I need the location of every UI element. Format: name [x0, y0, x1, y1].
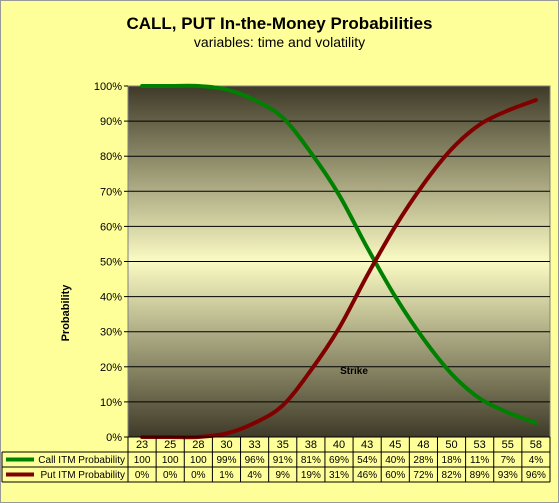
x-tick-label: 50 [445, 439, 457, 451]
x-tick-label: 45 [389, 439, 401, 451]
x-tick-label: 58 [530, 439, 542, 451]
chart-subtitle: variables: time and volatility [193, 34, 366, 50]
data-point [394, 296, 396, 298]
y-tick-label: 70% [100, 186, 122, 198]
strike-annotation: Strike [340, 366, 368, 377]
data-label: 69% [329, 455, 349, 466]
data-label: 100 [190, 455, 207, 466]
data-label: 93% [498, 470, 518, 481]
data-label: 96% [526, 470, 546, 481]
data-label: 0% [163, 470, 178, 481]
data-point [366, 246, 368, 248]
data-label: 31% [329, 470, 349, 481]
data-label: 54% [357, 455, 377, 466]
data-label: 40% [385, 455, 405, 466]
data-point [310, 369, 312, 371]
data-label: 28% [413, 455, 433, 466]
data-label: 100 [162, 455, 179, 466]
data-point [254, 422, 256, 424]
y-tick-label: 10% [100, 397, 122, 409]
data-label: 7% [501, 455, 516, 466]
data-point [479, 397, 481, 399]
data-label: 0% [135, 470, 150, 481]
data-point [282, 117, 284, 119]
data-point [535, 99, 537, 101]
x-tick-label: 38 [305, 439, 317, 451]
x-tick-label: 40 [333, 439, 345, 451]
x-tick-label: 30 [220, 439, 232, 451]
data-label: 99% [216, 455, 236, 466]
data-label: 91% [273, 455, 293, 466]
chart-title: CALL, PUT In-the-Money Probabilities [126, 14, 433, 33]
data-label: 11% [470, 455, 489, 466]
data-label: 100 [134, 455, 151, 466]
data-point [225, 432, 227, 434]
data-label: 1% [219, 470, 234, 481]
x-tick-label: 28 [192, 439, 204, 451]
data-label: 9% [276, 470, 291, 481]
data-point [479, 124, 481, 126]
y-tick-label: 20% [100, 362, 122, 374]
data-point [451, 148, 453, 150]
data-point [507, 411, 509, 413]
x-tick-label: 53 [474, 439, 486, 451]
y-tick-label: 40% [100, 292, 122, 304]
data-label: 4% [529, 455, 544, 466]
legend-label: Call ITM Probability [38, 455, 125, 466]
x-tick-label: 48 [417, 439, 429, 451]
y-tick-label: 100% [94, 81, 122, 93]
data-label: 81% [301, 455, 321, 466]
legend-label: Put ITM Probability [41, 470, 125, 481]
data-label: 96% [245, 455, 265, 466]
data-point [422, 338, 424, 340]
data-point [338, 194, 340, 196]
data-point [338, 327, 340, 329]
data-label: 0% [191, 470, 206, 481]
data-label: 18% [442, 455, 462, 466]
x-tick-label: 33 [248, 439, 260, 451]
data-point [225, 89, 227, 91]
data-point [197, 85, 199, 87]
data-point [282, 404, 284, 406]
data-point [535, 422, 537, 424]
y-tick-label: 0% [106, 432, 122, 444]
y-tick-label: 60% [100, 221, 122, 233]
data-point [141, 85, 143, 87]
data-label: 89% [470, 470, 490, 481]
data-point [422, 183, 424, 185]
y-tick-label: 30% [100, 327, 122, 339]
data-point [451, 373, 453, 375]
y-tick-label: 50% [100, 257, 122, 269]
data-label: 82% [442, 470, 462, 481]
data-point [366, 275, 368, 277]
x-tick-label: 35 [277, 439, 289, 451]
x-tick-label: 25 [164, 439, 176, 451]
x-tick-label: 23 [136, 439, 148, 451]
data-label: 72% [413, 470, 433, 481]
data-point [169, 85, 171, 87]
data-point [254, 99, 256, 101]
data-label: 4% [247, 470, 262, 481]
y-tick-label: 90% [100, 116, 122, 128]
data-point [310, 152, 312, 154]
y-tick-label: 80% [100, 151, 122, 163]
data-label: 46% [357, 470, 377, 481]
data-point [394, 225, 396, 227]
data-point [507, 110, 509, 112]
data-label: 19% [301, 470, 321, 481]
data-label: 60% [385, 470, 405, 481]
x-tick-label: 43 [361, 439, 373, 451]
x-tick-label: 55 [502, 439, 514, 451]
